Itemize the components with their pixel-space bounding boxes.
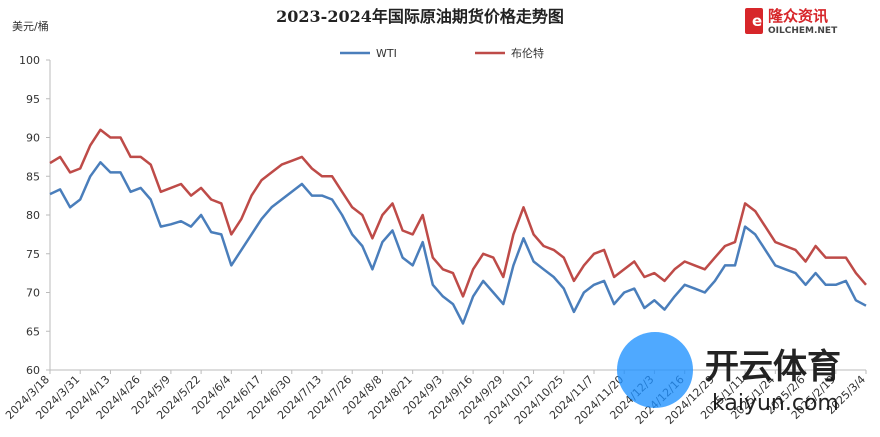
- line-series: [49, 161, 867, 325]
- y-tick-label: 60: [26, 364, 40, 377]
- y-tick-label: 65: [26, 325, 40, 338]
- logo-name: 隆众资讯: [768, 7, 828, 25]
- watermark-name: 开云体育: [705, 347, 841, 387]
- y-tick-label: 75: [26, 248, 40, 261]
- line-series: [49, 128, 867, 298]
- watermark-site: kaiyun.com: [712, 391, 839, 416]
- chart-title: 2023-2024年国际原油期货价格走势图: [276, 7, 564, 26]
- y-tick-label: 100: [19, 54, 40, 67]
- logo-site: OILCHEM.NET: [768, 26, 838, 36]
- legend-label: WTI: [376, 47, 397, 60]
- logo-letter: e: [752, 12, 762, 30]
- legend-label: 布伦特: [511, 46, 544, 60]
- y-tick-label: 95: [26, 93, 40, 106]
- y-tick-label: 70: [26, 287, 40, 300]
- logo: e 隆众资讯 OILCHEM.NET: [745, 7, 838, 36]
- logo-icon: [745, 8, 763, 34]
- y-tick-label: 85: [26, 170, 40, 183]
- y-tick-label: 90: [26, 132, 40, 145]
- y-tick-label: 80: [26, 209, 40, 222]
- watermark: 开云体育 kaiyun.com: [617, 332, 841, 416]
- watermark-icon: [617, 332, 693, 408]
- y-axis-label: 美元/桶: [12, 19, 49, 33]
